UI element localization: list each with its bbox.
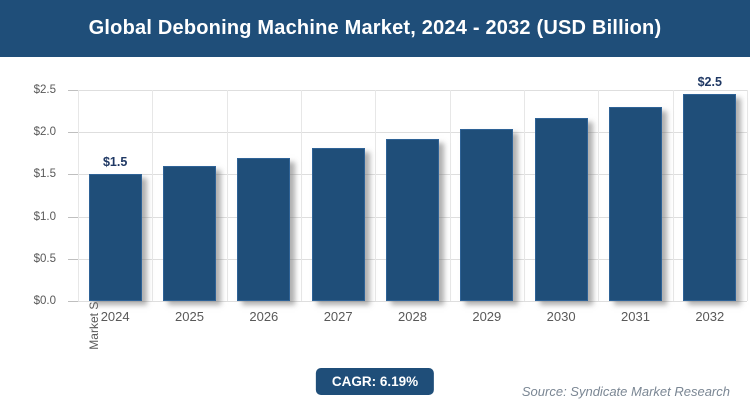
y-axis-tick-mark — [68, 132, 78, 134]
bar-slot-2032: $2.5 2032 — [673, 75, 747, 324]
x-axis-tick-label: 2030 — [546, 309, 576, 324]
bar-slot-2029: 2029 — [450, 90, 524, 324]
x-axis-tick-label: 2029 — [472, 309, 502, 324]
y-axis-tick-label: $1.0 — [33, 210, 56, 223]
bar-2032 — [683, 94, 737, 301]
horizontal-gridline — [78, 132, 747, 134]
bar-2029 — [460, 128, 514, 301]
bar-slot-2024: $1.5 2024 — [78, 90, 152, 324]
bar-slot-2025: 2025 — [152, 90, 226, 324]
y-axis-tick-mark — [68, 216, 78, 218]
bar-slot-2031: 2031 — [598, 90, 672, 324]
vertical-gridline — [672, 90, 674, 301]
bar-slot-2026: 2026 — [227, 90, 301, 324]
vertical-gridline — [449, 90, 451, 301]
bar-slot-2030: 2030 — [524, 90, 598, 324]
y-axis-tick-mark — [68, 301, 78, 302]
bar-value-label-2024: $1.5 — [102, 155, 128, 170]
x-axis-tick-label: 2025 — [175, 309, 204, 324]
bar-2026 — [237, 157, 291, 301]
x-axis-tick-label: 2032 — [695, 309, 725, 324]
y-axis-tick-label: $0.0 — [33, 295, 56, 307]
y-axis-tick-mark — [68, 258, 78, 260]
chart-title: Global Deboning Machine Market, 2024 - 2… — [88, 17, 662, 39]
vertical-gridline — [226, 90, 228, 301]
x-axis-tick-label: 2027 — [323, 309, 353, 324]
vertical-gridline — [78, 90, 79, 301]
x-axis-tick-label: 2026 — [249, 309, 279, 324]
y-axis-tick-label: $2.0 — [33, 126, 56, 139]
bar-chart-plot-area: Market Size (USD Billion) $0.0$0.5$1.0$1… — [34, 75, 748, 350]
source-attribution: Source: Syndicate Market Research — [521, 384, 730, 399]
x-axis-tick-label: 2024 — [100, 309, 130, 324]
bar-slot-2028: 2028 — [375, 90, 449, 324]
y-axis-tick-mark — [68, 90, 78, 91]
bar-layer: $1.5 2024 2025 2026 2027 2028 2029 2030 2031 $2.5… — [78, 75, 747, 324]
bar-value-label-2032: $2.5 — [697, 75, 722, 90]
y-axis-tick-label: $0.5 — [33, 252, 56, 265]
horizontal-gridline — [78, 90, 747, 91]
y-axis-tick-mark — [68, 174, 78, 176]
chart-title-bar: Global Deboning Machine Market, 2024 - 2… — [0, 0, 750, 57]
vertical-gridline — [747, 90, 748, 301]
bar-2030 — [534, 117, 588, 301]
vertical-gridline — [598, 90, 600, 301]
horizontal-gridline — [78, 301, 747, 302]
x-axis-tick-label: 2028 — [398, 309, 427, 324]
vertical-gridline — [152, 90, 154, 301]
vertical-gridline — [301, 90, 302, 301]
bar-2024 — [88, 174, 142, 301]
y-axis-tick-label: $2.5 — [33, 84, 56, 96]
vertical-gridline — [375, 90, 377, 301]
x-axis-tick-label: 2031 — [621, 309, 650, 324]
y-axis-tick-label: $1.5 — [33, 168, 56, 181]
bar-2028 — [386, 138, 439, 301]
bar-2025 — [163, 165, 216, 301]
bar-slot-2027: 2027 — [301, 90, 375, 324]
bar-2027 — [311, 148, 365, 301]
vertical-gridline — [524, 90, 525, 301]
cagr-badge: CAGR: 6.19% — [315, 368, 435, 395]
bar-2031 — [609, 106, 662, 301]
